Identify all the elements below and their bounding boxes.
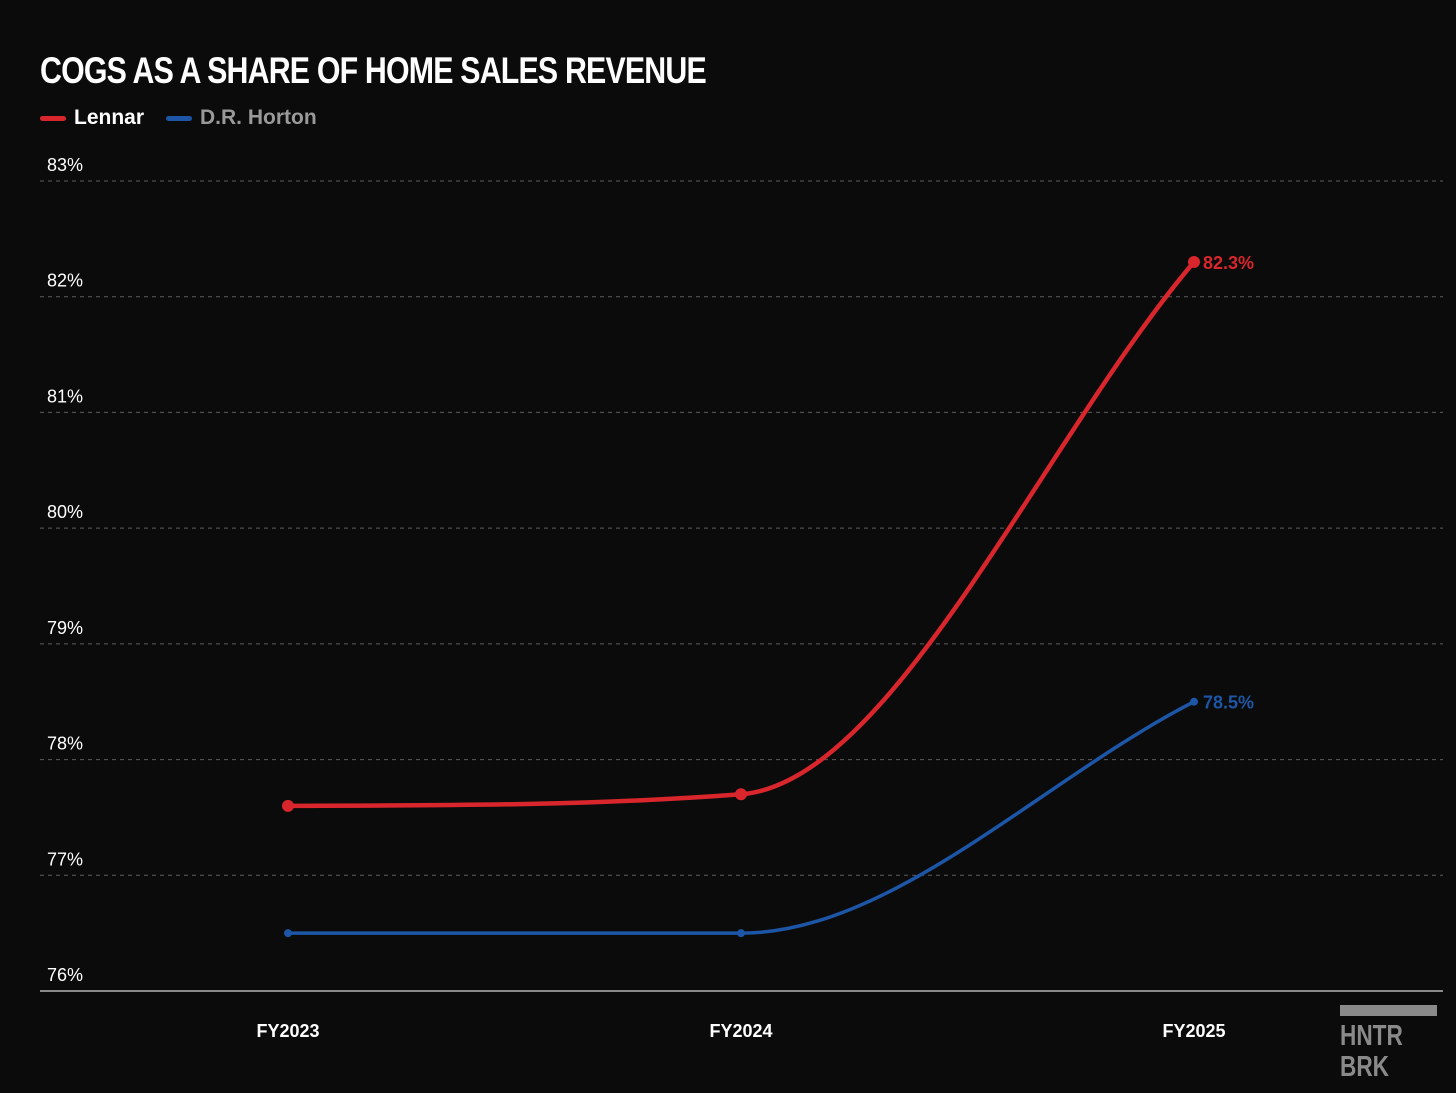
legend-label-dr-horton: D.R. Horton [200, 106, 317, 129]
y-tick-label: 81% [47, 386, 83, 406]
series-line-d-r-horton [286, 699, 1196, 935]
legend-item-dr-horton[interactable]: D.R. Horton [166, 106, 317, 130]
y-tick-label: 77% [47, 849, 83, 869]
data-point-d-r-horton [737, 929, 745, 938]
legend-swatch-lennar [40, 115, 66, 121]
legend-label-lennar: Lennar [74, 106, 145, 129]
legend-item-lennar[interactable]: Lennar [40, 106, 144, 130]
y-tick-label: 79% [47, 618, 83, 638]
x-tick-label: FY2025 [1162, 1021, 1225, 1041]
y-tick-label: 82% [47, 271, 83, 291]
logo-text-line2: BRK [1340, 1051, 1390, 1083]
x-tick-label: FY2023 [256, 1021, 319, 1041]
data-point-lennar [282, 799, 294, 812]
data-point-lennar [735, 788, 747, 801]
data-point-d-r-horton [1190, 697, 1198, 706]
legend: Lennar D.R. Horton [40, 104, 339, 132]
data-label-d-r-horton: 78.5% [1203, 693, 1254, 713]
data-label-lennar: 82.3% [1203, 253, 1254, 273]
y-tick-label: 83% [47, 155, 83, 175]
series-line-lennar [285, 259, 1197, 809]
x-tick-label: FY2024 [709, 1021, 772, 1041]
logo-bar [1340, 1005, 1437, 1016]
brand-logo: HNTR BRK [1340, 1005, 1437, 1083]
y-tick-label: 78% [47, 734, 83, 754]
y-tick-label: 80% [47, 502, 83, 522]
logo-text-line1: HNTR [1340, 1020, 1403, 1052]
legend-swatch-dr-horton [166, 115, 193, 121]
data-point-d-r-horton [284, 929, 292, 938]
chart-title: COGS AS A SHARE OF HOME SALES REVENUE [40, 50, 707, 91]
y-tick-label: 76% [47, 965, 83, 985]
data-point-lennar [1188, 256, 1200, 268]
